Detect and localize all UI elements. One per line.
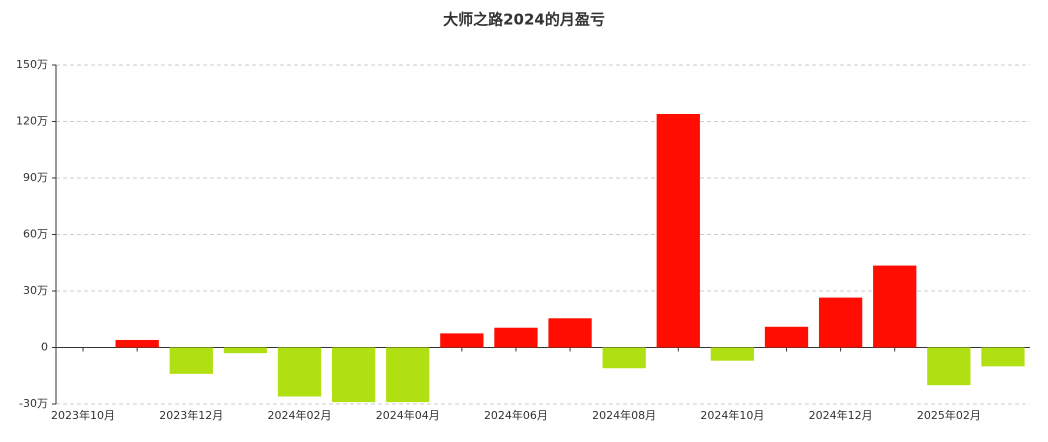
bar xyxy=(927,347,971,386)
x-tick-label: 2024年04月 xyxy=(376,408,440,422)
y-tick-label: 150万 xyxy=(16,58,48,71)
bar xyxy=(602,347,646,369)
bar xyxy=(656,113,700,348)
bar xyxy=(223,347,268,354)
bar xyxy=(873,265,917,348)
x-tick-label: 2024年10月 xyxy=(700,408,764,422)
bar xyxy=(981,347,1025,367)
x-tick-label: 2023年12月 xyxy=(159,408,223,422)
bar xyxy=(548,318,592,348)
x-tick-label: 2025年02月 xyxy=(917,408,981,422)
bar xyxy=(331,347,376,403)
y-tick-label: 60万 xyxy=(23,228,48,241)
y-tick-label: -30万 xyxy=(19,397,48,410)
bar xyxy=(710,347,755,361)
bar xyxy=(115,339,159,348)
x-tick-label: 2024年08月 xyxy=(592,408,656,422)
bar xyxy=(169,347,213,374)
y-tick-label: 120万 xyxy=(16,115,48,128)
bar xyxy=(277,347,322,397)
x-tick-label: 2023年10月 xyxy=(51,408,115,422)
x-tick-label: 2024年06月 xyxy=(484,408,548,422)
bar xyxy=(764,326,809,348)
bar xyxy=(818,297,863,348)
y-tick-label: 30万 xyxy=(23,284,48,297)
y-tick-label: 90万 xyxy=(23,171,48,184)
x-tick-label: 2024年12月 xyxy=(809,408,873,422)
bar xyxy=(386,347,430,403)
x-tick-label: 2024年02月 xyxy=(268,408,332,422)
bar xyxy=(494,327,538,348)
chart-title: 大师之路2024的月盈亏 xyxy=(443,11,605,29)
bar xyxy=(440,333,484,348)
y-tick-label: 0 xyxy=(41,341,48,354)
